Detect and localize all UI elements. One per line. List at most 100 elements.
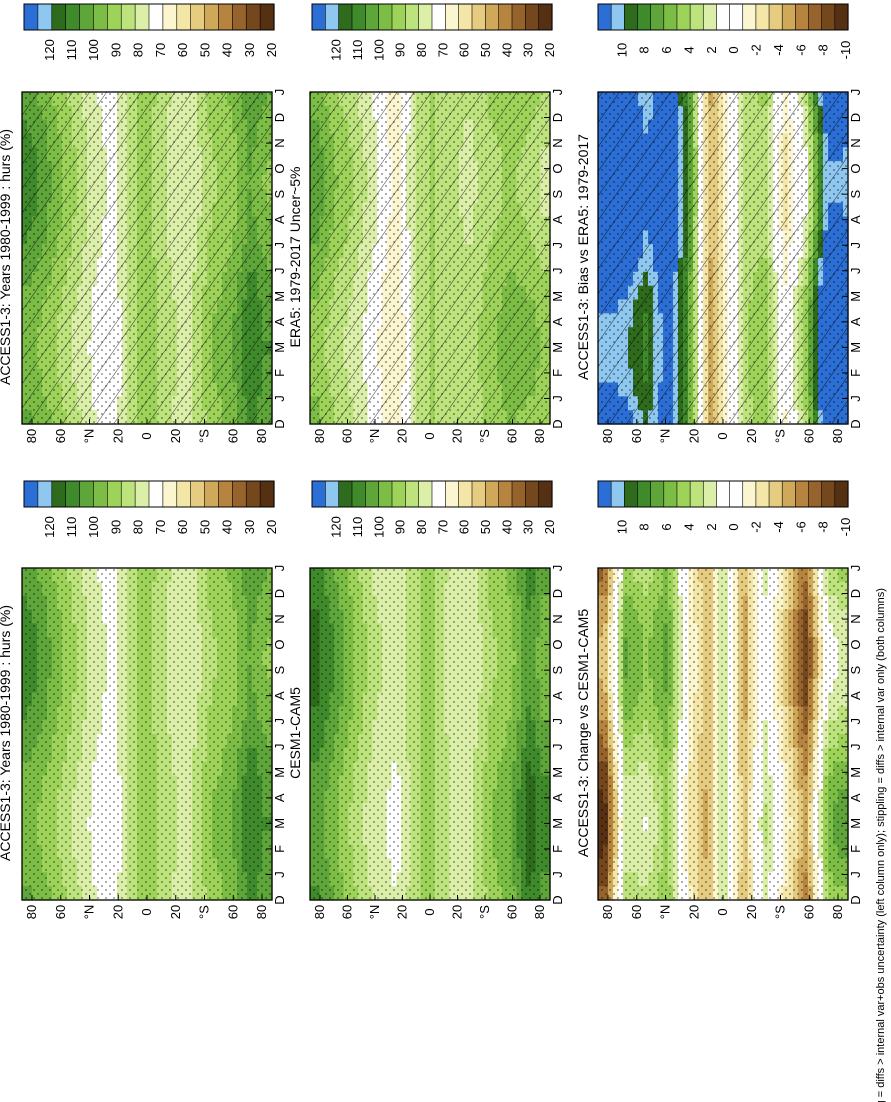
month-label: F: [550, 369, 565, 377]
lat-label: °N: [82, 429, 97, 444]
lat-label: 20: [450, 429, 465, 443]
month-label: M: [848, 342, 863, 353]
lat-label: 20: [744, 429, 759, 443]
lat-label: 20: [110, 905, 125, 919]
lat-label: 80: [254, 429, 269, 443]
month-label: J: [550, 89, 565, 96]
month-label: N: [272, 614, 287, 623]
month-label: J: [550, 242, 565, 249]
month-label: F: [272, 369, 287, 377]
month-label: O: [550, 164, 565, 174]
month-label: D: [272, 419, 287, 428]
month-label: A: [272, 691, 287, 700]
lat-label: 60: [53, 429, 68, 443]
month-label: A: [848, 317, 863, 326]
hatching-overlay: [22, 92, 272, 424]
month-label: J: [272, 565, 287, 572]
month-label: O: [848, 164, 863, 174]
month-label: D: [550, 419, 565, 428]
lat-label: 0: [422, 432, 437, 439]
lat-label: 0: [139, 432, 154, 439]
lat-label: 20: [395, 429, 410, 443]
month-label: A: [550, 215, 565, 224]
month-label: J: [272, 89, 287, 96]
month-label: O: [272, 164, 287, 174]
lat-label: °N: [367, 429, 382, 444]
stippling-overlay: [22, 568, 272, 900]
lat-label: 0: [715, 432, 730, 439]
month-label: N: [848, 138, 863, 147]
lat-label: 60: [629, 429, 644, 443]
month-label: A: [272, 215, 287, 224]
lat-label: °N: [658, 429, 673, 444]
hatching-overlay: [310, 92, 550, 424]
month-label: M: [272, 291, 287, 302]
lat-label: 80: [830, 429, 845, 443]
month-label: M: [550, 291, 565, 302]
month-label: J: [550, 268, 565, 275]
lat-label: 20: [168, 429, 183, 443]
lat-label: 20: [686, 429, 701, 443]
month-label: J: [272, 744, 287, 751]
month-label: A: [272, 317, 287, 326]
month-label: M: [550, 342, 565, 353]
month-label: J: [848, 268, 863, 275]
month-label: O: [272, 640, 287, 650]
lat-label: 80: [24, 905, 39, 919]
lat-label: °S: [197, 905, 212, 919]
month-label: J: [848, 242, 863, 249]
month-label: F: [272, 845, 287, 853]
month-label: J: [272, 268, 287, 275]
lat-label: °S: [773, 429, 788, 443]
month-label: J: [272, 395, 287, 402]
lat-label: °S: [197, 429, 212, 443]
month-label: A: [272, 793, 287, 802]
month-label: J: [550, 395, 565, 402]
month-label: A: [550, 317, 565, 326]
panel-title: ACCESS1-3: Bias vs ERA5: 1979-2017: [575, 134, 591, 380]
lat-label: 0: [139, 908, 154, 915]
lat-label: 60: [53, 905, 68, 919]
month-label: S: [272, 665, 287, 674]
month-label: N: [550, 138, 565, 147]
lat-label: 60: [225, 429, 240, 443]
lat-label: °N: [82, 905, 97, 920]
month-label: J: [848, 395, 863, 402]
month-label: M: [848, 291, 863, 302]
month-label: F: [848, 369, 863, 377]
panel-left-top: D J F M A M J J A S O N D J 80 60 °N 20 0 20 °S 60 80 ACCESS1-3…: [0, 89, 287, 444]
month-label: J: [272, 242, 287, 249]
lat-label: 80: [24, 429, 39, 443]
month-label: J: [848, 89, 863, 96]
month-label: M: [272, 342, 287, 353]
month-label: S: [272, 189, 287, 198]
lat-label: 60: [505, 429, 520, 443]
month-label: N: [272, 138, 287, 147]
month-label: D: [272, 589, 287, 598]
month-label: J: [272, 871, 287, 878]
month-label: D: [272, 113, 287, 122]
lat-label: 80: [600, 429, 615, 443]
month-label: S: [550, 189, 565, 198]
panel-title: ACCESS1-3: Years 1980-1999 : hurs (%): [0, 129, 13, 385]
month-label: D: [848, 113, 863, 122]
month-label: D: [848, 419, 863, 428]
month-label: A: [848, 215, 863, 224]
month-label: D: [272, 895, 287, 904]
lat-label: 20: [110, 429, 125, 443]
month-label: M: [272, 818, 287, 829]
month-label: D: [550, 113, 565, 122]
hatching-overlay: [598, 92, 848, 424]
month-label: J: [272, 718, 287, 725]
lat-label: 20: [168, 905, 183, 919]
lat-label: °S: [477, 429, 492, 443]
lat-label: 60: [801, 429, 816, 443]
lat-label: 80: [312, 429, 327, 443]
lat-label: 60: [340, 429, 355, 443]
month-label: M: [272, 767, 287, 778]
panel-title: ERA5: 1979-2017 Uncer~5%: [287, 167, 303, 348]
